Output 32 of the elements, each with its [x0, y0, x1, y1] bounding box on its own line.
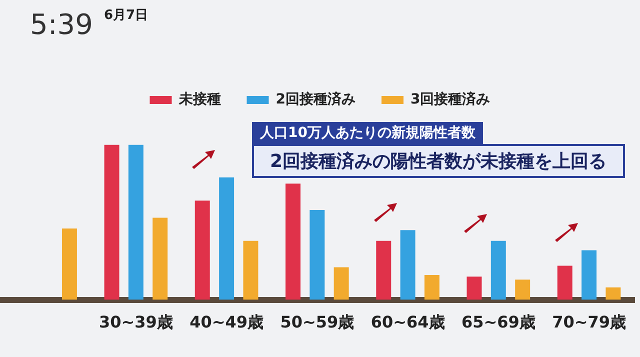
chart-title: 人口10万人あたりの新規陽性者数	[252, 122, 484, 144]
x-tick-label: 50~59歳	[280, 312, 354, 332]
text: 6月7日	[104, 7, 148, 24]
x-tick-label: 65~69歳	[461, 312, 536, 332]
x-tick-label: 70~79歳	[552, 312, 626, 332]
legend-label: 未接種	[178, 90, 221, 108]
bar	[152, 218, 168, 300]
x-tick-label: 60~64歳	[370, 312, 445, 332]
bar	[515, 280, 530, 300]
chart-subtitle: 2回接種済みの陽性者数が未接種を上回る	[252, 144, 625, 178]
bar	[376, 240, 392, 300]
x-tick-label: 40~49歳	[190, 312, 264, 332]
bar	[62, 228, 77, 300]
bar	[286, 184, 300, 300]
legend-label: 3回接種済み	[410, 90, 490, 108]
bar	[466, 276, 482, 300]
bar	[400, 230, 416, 300]
bar	[490, 240, 506, 300]
bar	[424, 275, 440, 300]
legend-label: 2回接種済み	[276, 90, 356, 108]
bar	[243, 240, 258, 300]
text: 5:39	[30, 8, 93, 41]
bar	[606, 287, 621, 300]
bar	[310, 210, 325, 300]
bar	[194, 200, 210, 300]
bar	[582, 250, 597, 300]
bar	[104, 144, 120, 300]
bar	[219, 177, 234, 300]
x-tick-label: 30~39歳	[98, 312, 173, 332]
bar	[334, 267, 349, 300]
bar	[128, 144, 144, 300]
bar	[557, 266, 572, 300]
